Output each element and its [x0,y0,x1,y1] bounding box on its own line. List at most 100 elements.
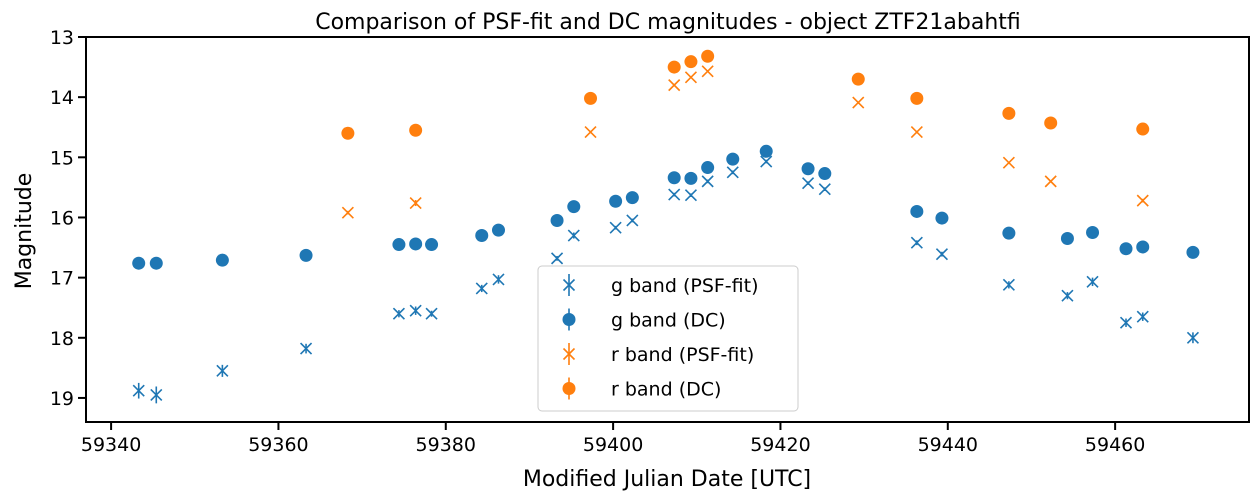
data-point [1002,106,1016,120]
data-point [852,96,865,109]
legend-marker [562,278,576,292]
x-tick-label: 59420 [750,434,810,456]
data-point [1119,316,1133,329]
legend-marker [562,347,576,361]
data-point [492,273,505,286]
data-point [626,214,639,227]
data-point [668,79,681,92]
data-point [701,49,715,63]
data-point [726,152,740,166]
data-point [149,256,163,270]
axis-ticks: 59340 59360 59380 59400 59420 59440 59460 13 14 1… [50,27,1146,456]
series-g-band-dc [132,144,1200,270]
x-tick-label: 59360 [248,434,308,456]
data-point [491,223,505,237]
legend-item: g band (PSF-fit) [562,274,759,297]
data-point [409,304,422,317]
data-point [910,125,923,139]
data-point [132,384,145,397]
series-r-band-dc [341,49,1150,140]
legend-item: g band (DC) [562,308,726,332]
data-point [567,229,580,242]
data-point [392,238,406,252]
data-point [609,194,623,208]
data-point [1186,331,1200,344]
data-point [818,167,832,181]
data-point [1002,156,1015,169]
data-point [409,123,423,137]
data-point [1060,232,1074,246]
y-tick-label: 14 [50,87,74,109]
data-point [425,238,439,252]
legend-label: r band (DC) [611,379,721,401]
data-point [801,162,815,176]
data-point [1136,310,1149,323]
y-tick-label: 16 [50,207,74,229]
x-tick-label: 59380 [416,434,476,456]
legend-box [537,265,799,412]
legend-label: g band (PSF-fit) [611,275,759,297]
series-r-band-psf-fit [341,65,1149,219]
data-point [818,183,831,196]
data-point [550,252,564,265]
legend-item: r band (PSF-fit) [562,343,754,366]
data-point [801,177,815,190]
data-point [726,166,739,179]
data-point [1136,240,1150,254]
data-point [567,200,581,214]
data-point [150,388,163,401]
x-axis-label: Modified Julian Date [UTC] [523,467,811,492]
data-point [1136,122,1150,136]
data-point [1119,242,1133,256]
data-point [584,91,598,105]
legend-label: g band (DC) [611,310,726,332]
data-point [475,282,488,295]
data-point [701,175,714,188]
y-tick-label: 17 [50,268,74,290]
data-point [910,91,924,105]
data-point [910,236,923,249]
data-point [935,248,949,261]
data-point [684,55,698,69]
data-point [910,204,924,218]
data-point [425,307,438,320]
data-point [701,161,715,175]
x-tick-label: 59340 [81,434,141,456]
data-point [667,171,681,185]
legend-label: r band (PSF-fit) [611,344,754,366]
y-axis-label: Magnitude [12,173,37,290]
data-point [341,206,354,219]
series-g-band-psf-fit [132,155,1200,404]
data-point [609,221,622,234]
y-tick-label: 13 [50,27,74,49]
data-point [299,248,313,262]
legend-marker [562,382,576,395]
plot-area [132,49,1200,404]
y-tick-label: 15 [50,147,74,169]
legend: g band (PSF-fit) g band (DC) r band (PSF-f… [537,265,799,412]
plot-frame [85,36,1250,423]
data-point [341,126,355,140]
x-tick-label: 59440 [918,434,978,456]
chart-title: Comparison of PSF-fit and DC magnitudes … [315,10,1021,35]
data-point [299,342,313,355]
legend-marker [562,313,576,326]
data-point [215,253,229,267]
data-point [392,307,405,320]
data-point [759,144,773,158]
data-point [1061,289,1074,302]
data-point [1002,278,1015,291]
data-point [550,213,564,227]
data-point [409,237,423,251]
data-point [935,211,949,225]
data-point [701,65,714,78]
data-point [1044,116,1058,130]
data-point [760,155,773,168]
y-tick-label: 19 [50,388,74,410]
y-tick-label: 18 [50,328,74,350]
data-point [132,256,146,270]
data-point [1136,194,1149,207]
data-point [668,188,681,201]
data-point [409,196,422,210]
